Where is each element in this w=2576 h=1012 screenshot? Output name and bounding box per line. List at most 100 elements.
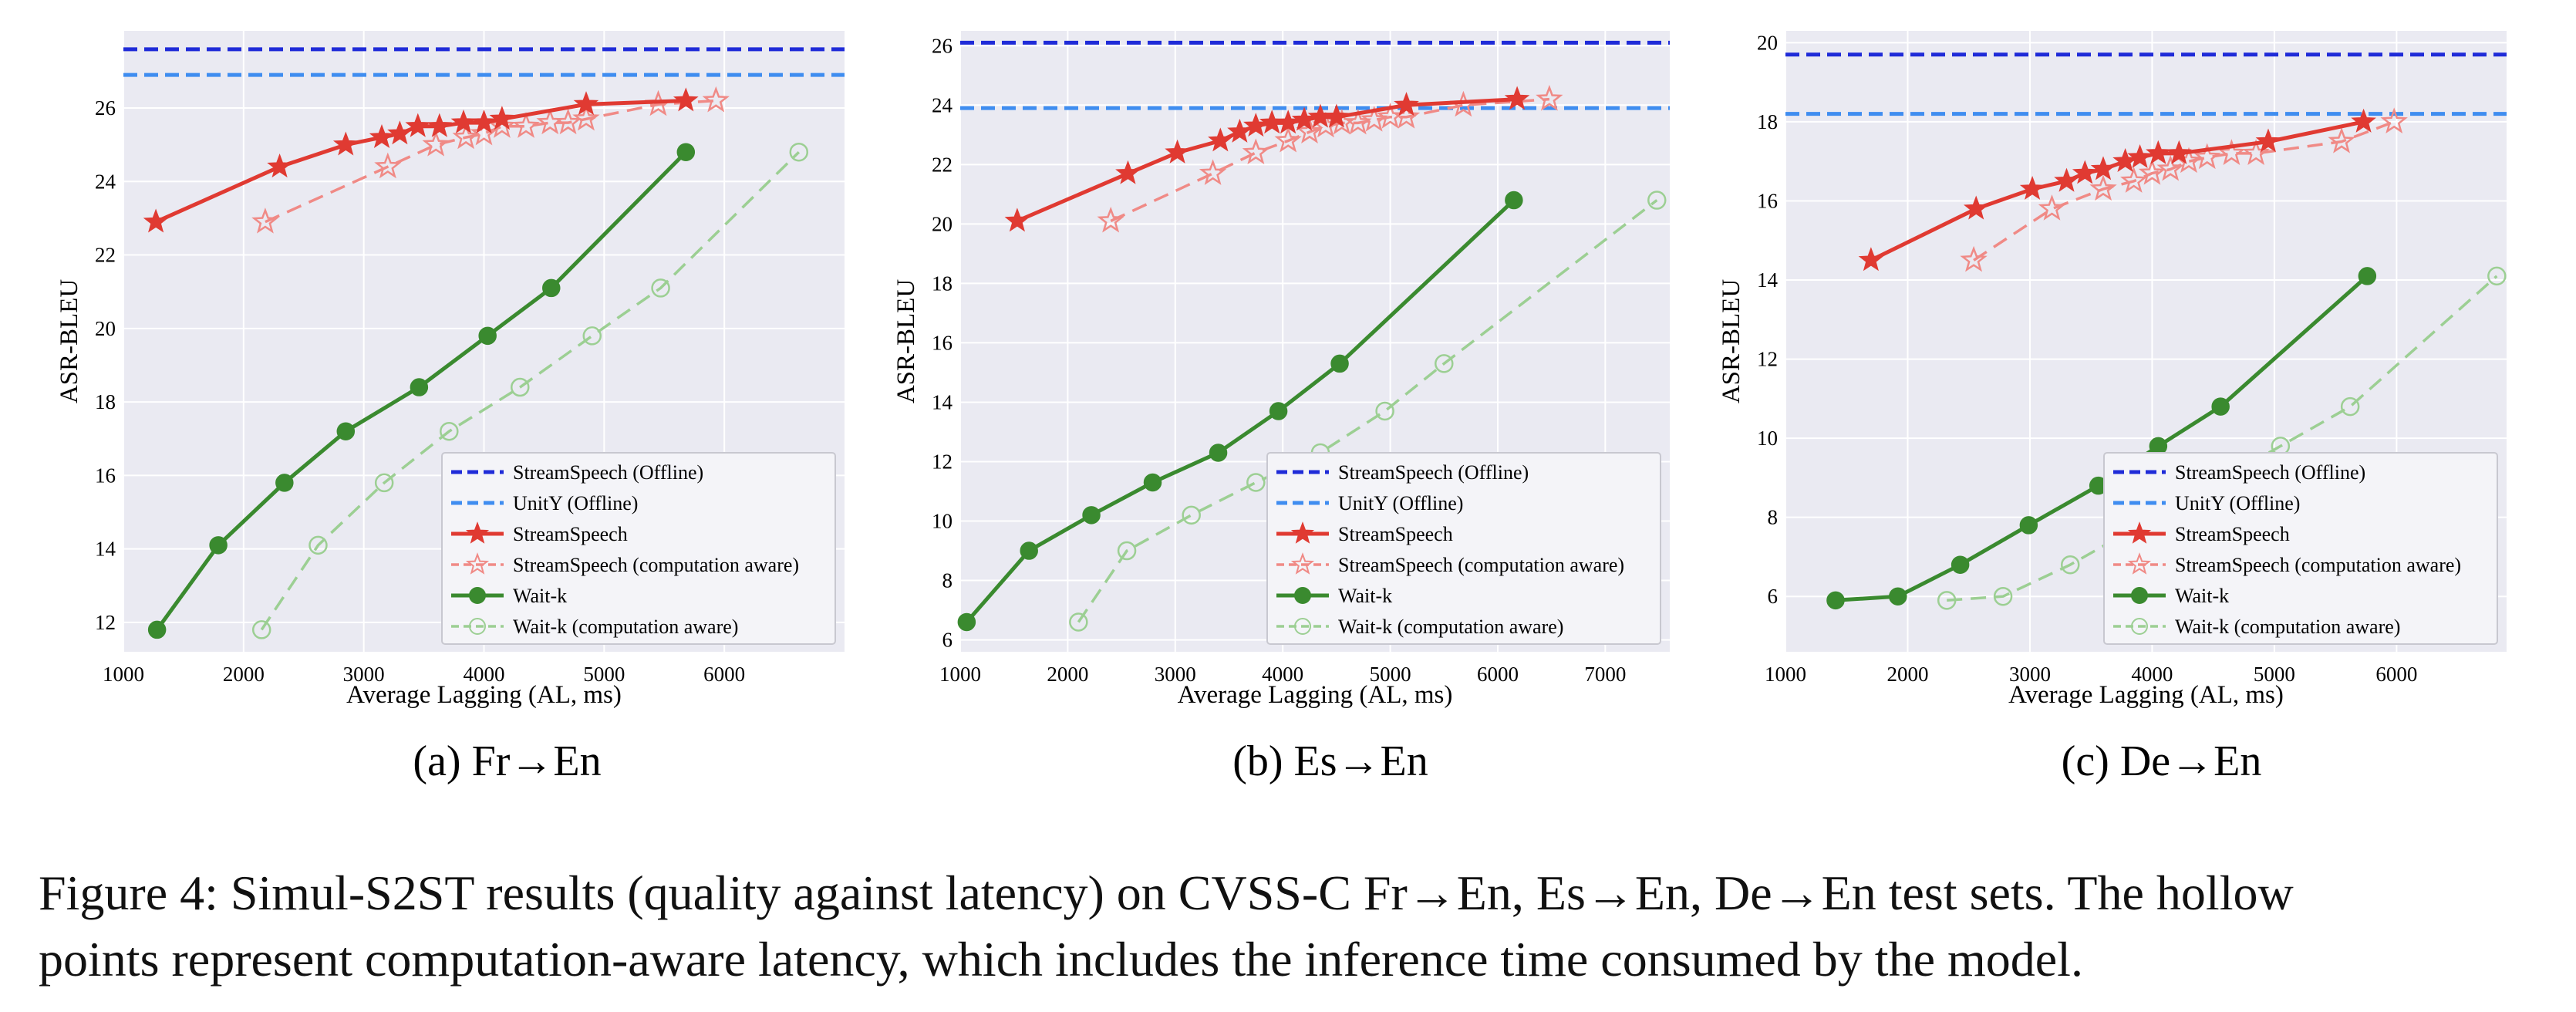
y-tick-label: 14: [95, 538, 116, 561]
waitk-ca-marker: [1937, 591, 1957, 610]
streamspeech-marker: [427, 113, 453, 137]
streamspeech-marker: [450, 109, 477, 133]
legend-box: [1266, 452, 1661, 645]
streamspeech-marker: [2019, 175, 2045, 200]
y-tick-label: 6: [942, 629, 953, 652]
x-axis-label: Average Lagging (AL, ms): [346, 681, 622, 709]
streamspeech-ca-marker: [1536, 85, 1563, 111]
streamspeech-marker: [1208, 127, 1233, 152]
series-line-streamspeech-ca: [265, 99, 716, 224]
waitk-ca-marker: [440, 421, 459, 441]
streamspeech-ca-marker: [251, 207, 279, 234]
streamspeech-marker: [143, 208, 169, 233]
streamspeech-ca-marker: [2193, 143, 2221, 170]
streamspeech-marker: [1963, 195, 1989, 220]
legend-label: StreamSpeech: [513, 523, 628, 545]
x-tick-label: 6000: [2375, 663, 2417, 686]
streamspeech-ca-marker: [2038, 194, 2066, 221]
x-tick-label: 2000: [1047, 663, 1088, 686]
x-tick-label: 2000: [1886, 663, 1928, 686]
streamspeech-marker: [471, 109, 497, 133]
waitk-marker: [478, 326, 497, 346]
waitk-ca-marker: [651, 278, 670, 298]
legend: StreamSpeech (Offline) UnitY (Offline) Str…: [2103, 452, 2498, 645]
y-tick-label: 16: [932, 331, 953, 354]
x-tick-label: 3000: [1155, 663, 1196, 686]
streamspeech-ca-marker: [512, 112, 540, 138]
streamspeech-marker: [1004, 207, 1030, 232]
legend-label: Wait-k: [1338, 585, 1392, 607]
streamspeech-ca-marker: [1242, 138, 1269, 165]
legend-label: UnitY (Offline): [1338, 492, 1463, 514]
waitk-ca-marker: [1375, 401, 1394, 421]
waitk-marker: [2358, 267, 2377, 285]
waitk-marker: [1082, 506, 1101, 525]
waitk-marker: [1889, 587, 1907, 606]
waitk-ca-marker: [1246, 473, 1266, 492]
waitk-ca-marker: [1069, 612, 1088, 632]
streamspeech-ca-marker: [470, 119, 498, 146]
legend-marker: [2127, 552, 2152, 575]
waitk-ca-marker: [789, 142, 809, 162]
legend-marker: [1290, 552, 1315, 575]
waitk-marker: [1209, 444, 1228, 462]
x-tick-label: 5000: [2254, 663, 2295, 686]
y-tick-label: 22: [95, 244, 116, 267]
streamspeech-ca-marker: [374, 152, 402, 179]
y-axis-label: ASR-BLEU: [56, 279, 83, 404]
streamspeech-ca-marker: [2120, 167, 2148, 193]
y-tick-label: 12: [1757, 348, 1778, 371]
x-tick-label: 2000: [223, 663, 265, 686]
y-tick-label: 10: [1757, 427, 1778, 450]
series-line-waitk-ca: [260, 150, 801, 631]
legend-label: StreamSpeech: [2175, 523, 2290, 545]
waitk-marker: [275, 474, 294, 492]
waitk-marker: [1269, 402, 1288, 420]
streamspeech-marker: [387, 120, 413, 145]
streamspeech-ca-marker: [2380, 107, 2408, 134]
waitk-marker: [336, 422, 356, 440]
subfigure-caption: (c) De→En: [2062, 737, 2262, 785]
waitk-ca-marker: [251, 620, 271, 639]
streamspeech-ca-marker: [2217, 139, 2246, 166]
waitk-ca-marker: [1117, 541, 1137, 561]
legend-label: Wait-k (computation aware): [1338, 616, 1563, 638]
legend-label: StreamSpeech (computation aware): [513, 554, 799, 576]
y-tick-label: 20: [932, 212, 953, 235]
y-tick-label: 26: [95, 96, 116, 120]
streamspeech-marker: [2351, 108, 2376, 133]
waitk-ca-marker: [2340, 396, 2360, 417]
x-tick-label: 1000: [103, 663, 144, 686]
y-tick-label: 6: [1768, 585, 1779, 608]
y-tick-label: 18: [932, 272, 953, 295]
x-tick-label: 1000: [939, 663, 981, 686]
streamspeech-marker: [1115, 160, 1141, 184]
x-tick-label: 6000: [703, 663, 745, 686]
waitk-marker: [542, 278, 561, 298]
waitk-marker: [209, 536, 228, 555]
figure-caption-line-2: points represent computation-aware laten…: [39, 932, 2083, 987]
streamspeech-ca-marker: [702, 86, 730, 113]
streamspeech-ca-marker: [2156, 154, 2184, 181]
waitk-marker: [676, 143, 696, 161]
figure-caption: Figure 4: Simul-S2ST results (quality ag…: [39, 860, 2553, 993]
waitk-ca-marker: [1647, 191, 1667, 210]
streamspeech-ca-marker: [2089, 174, 2117, 201]
y-tick-label: 26: [932, 34, 953, 57]
streamspeech-marker: [573, 91, 599, 116]
chart-panel-3: 1000 2000 3000 4000 5000 6000 6 8 10 12 14 16 18 20 Av…: [1718, 31, 2507, 785]
figure-caption-line-1: Figure 4: Simul-S2ST results (quality ag…: [39, 865, 2294, 920]
legend-label: Wait-k (computation aware): [2175, 616, 2400, 638]
y-tick-label: 12: [932, 450, 953, 473]
legend-box: [2103, 452, 2498, 645]
y-tick-label: 8: [1768, 506, 1779, 529]
streamspeech-ca-marker: [1199, 159, 1227, 185]
y-tick-label: 14: [932, 390, 953, 413]
streamspeech-ca-marker: [2138, 159, 2166, 185]
x-tick-label: 3000: [2009, 663, 2051, 686]
legend-label: StreamSpeech (Offline): [2175, 461, 2365, 484]
subfigure-caption: (b) Es→En: [1232, 737, 1428, 785]
waitk-ca-marker: [2487, 266, 2507, 286]
streamspeech-marker: [1323, 103, 1350, 128]
